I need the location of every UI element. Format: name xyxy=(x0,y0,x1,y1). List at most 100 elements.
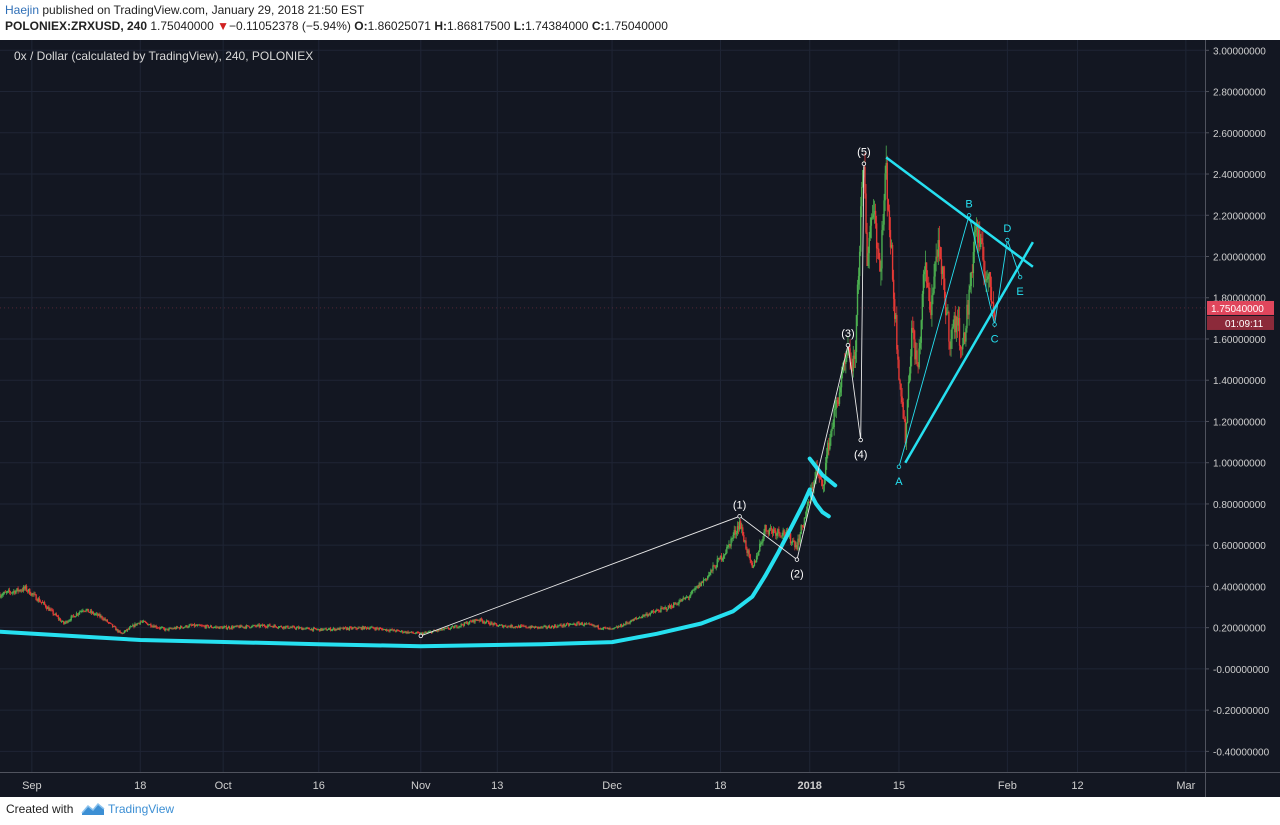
candle-body xyxy=(958,318,961,346)
candle-body xyxy=(634,618,637,620)
candle-body xyxy=(968,289,970,315)
candle-body xyxy=(630,619,632,623)
candle-body xyxy=(917,364,919,368)
candle-body xyxy=(573,623,575,625)
candle-body xyxy=(276,627,279,629)
candle-body xyxy=(198,624,200,626)
price-chart[interactable]: 3.00000000 2.80000000 2.60000000 2.40000000… xyxy=(0,40,1280,797)
triangle-trendline xyxy=(904,241,1034,464)
candle-body xyxy=(811,487,813,490)
candle-body xyxy=(972,251,975,274)
candle-body xyxy=(555,625,557,627)
candle-body xyxy=(812,487,814,489)
candle-body xyxy=(360,627,362,630)
candle-body xyxy=(300,627,302,629)
candle-body xyxy=(4,591,7,593)
candle-body xyxy=(865,193,867,233)
candle-body xyxy=(653,612,656,613)
candle-body xyxy=(778,529,780,533)
candle-body xyxy=(627,622,629,624)
candle-body xyxy=(174,627,177,629)
candle-body xyxy=(301,627,303,630)
candle-body xyxy=(824,462,827,479)
candle-body xyxy=(583,623,586,626)
candle-body xyxy=(509,626,511,628)
candle-body xyxy=(296,626,299,628)
candle-body xyxy=(269,624,271,627)
candle-body xyxy=(140,621,143,623)
candle-body xyxy=(434,630,437,632)
candle-body xyxy=(754,560,757,563)
candle-body xyxy=(880,268,882,272)
candle-body xyxy=(286,625,288,627)
candle-body xyxy=(462,624,464,626)
candle-body xyxy=(901,396,903,403)
candle-body xyxy=(735,532,738,535)
candle-body xyxy=(977,229,980,243)
chart-area[interactable]: 3.00000000 2.80000000 2.60000000 2.40000000… xyxy=(0,40,1280,797)
candle-body xyxy=(331,629,334,630)
tradingview-link[interactable]: TradingView xyxy=(108,802,175,816)
candle-body xyxy=(289,627,291,629)
candle-body xyxy=(189,624,191,626)
candle-body xyxy=(940,258,943,274)
candle-body xyxy=(84,611,86,612)
y-tick-label: 2.20000000 xyxy=(1213,211,1266,222)
candle-body xyxy=(712,565,714,571)
candle-body xyxy=(926,282,929,288)
candle-body xyxy=(245,625,248,629)
candle-body xyxy=(821,479,824,486)
candle-body xyxy=(576,622,578,626)
candle-body xyxy=(256,625,258,627)
candle-body xyxy=(714,566,716,569)
candle-body xyxy=(339,627,341,630)
candle-body xyxy=(797,538,799,550)
candle-body xyxy=(31,593,33,596)
candle-body xyxy=(404,631,406,633)
candle-body xyxy=(240,625,242,627)
candle-body xyxy=(162,627,165,629)
candle-body xyxy=(279,626,282,627)
candle-body xyxy=(158,627,161,629)
candle-body xyxy=(988,272,990,277)
candle-body xyxy=(209,625,212,627)
candle-body xyxy=(388,630,390,632)
author-link[interactable]: Haejin xyxy=(5,3,40,17)
candle-body xyxy=(918,348,920,368)
high-label: H: xyxy=(434,19,447,33)
candle-body xyxy=(930,309,932,316)
candle-body xyxy=(730,538,732,547)
candle-body xyxy=(44,604,47,608)
candle-body xyxy=(866,232,868,267)
candle-body xyxy=(572,623,574,625)
candle-body xyxy=(716,559,718,568)
candle-body xyxy=(417,632,420,634)
candle-body xyxy=(794,541,796,548)
candle-body xyxy=(361,626,364,630)
candle-body xyxy=(598,628,601,630)
candle-body xyxy=(574,623,576,626)
candle-body xyxy=(731,538,733,540)
candle-body xyxy=(853,355,856,359)
candle-body xyxy=(232,626,234,629)
candle-body xyxy=(302,628,304,630)
candle-body xyxy=(695,587,697,589)
candle-body xyxy=(128,627,131,630)
candle-body xyxy=(692,589,694,591)
candle-body xyxy=(839,387,842,393)
candle-body xyxy=(709,572,711,575)
candle-body xyxy=(946,312,948,316)
candle-body xyxy=(922,274,925,294)
candle-body xyxy=(962,344,964,350)
candle-body xyxy=(261,624,264,627)
candle-body xyxy=(236,625,238,627)
candle-body xyxy=(95,613,98,615)
candle-body xyxy=(807,502,810,503)
wave-point xyxy=(845,342,851,348)
y-tick-label: 1.00000000 xyxy=(1213,459,1266,470)
tradingview-logo-icon[interactable] xyxy=(81,801,105,817)
candle-body xyxy=(293,626,296,629)
candle-body xyxy=(48,607,50,611)
candle-body xyxy=(337,627,339,630)
candle-body xyxy=(0,594,1,598)
